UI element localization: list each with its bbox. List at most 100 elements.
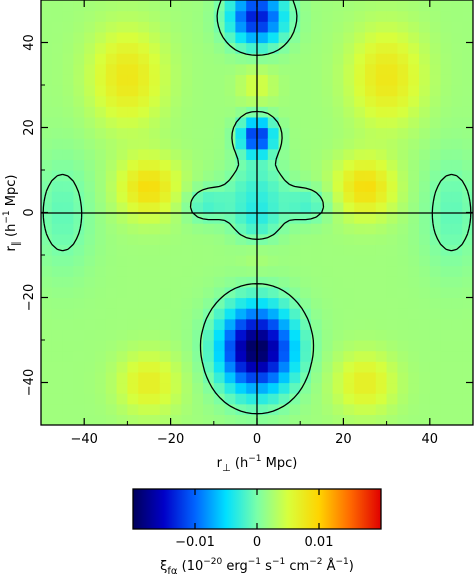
heatmap-cell (149, 74, 161, 86)
heatmap-cell (408, 233, 420, 245)
heatmap-cell (462, 106, 473, 118)
heatmap-cell (73, 255, 85, 267)
heatmap-cell (170, 201, 182, 214)
heatmap-cell (62, 74, 74, 86)
heatmap-cell (321, 329, 334, 341)
heatmap-cell (332, 361, 344, 373)
heatmap-cell (321, 0, 334, 12)
heatmap-cell (386, 329, 398, 341)
y-tick-label: 0 (22, 208, 37, 216)
heatmap-cell (116, 74, 128, 86)
heatmap-cell (408, 297, 420, 309)
heatmap-cell (375, 276, 388, 288)
heatmap-cell (41, 297, 53, 309)
heatmap-cell (451, 10, 463, 22)
heatmap-cell (354, 212, 366, 224)
heatmap-cell (429, 340, 442, 352)
heatmap-cell (257, 255, 269, 267)
heatmap-cell (138, 191, 150, 203)
heatmap-cell (451, 180, 463, 192)
heatmap-cell (267, 74, 280, 86)
colorbar-label-unit-sup: −1 (248, 557, 261, 567)
heatmap-cell (105, 350, 118, 362)
heatmap-cell (84, 74, 96, 86)
heatmap-cell (462, 10, 473, 22)
heatmap-cell (170, 138, 182, 150)
heatmap-cell (419, 180, 431, 192)
heatmap-cell (116, 403, 128, 415)
heatmap-cell (375, 233, 388, 245)
heatmap-cell (62, 127, 74, 139)
heatmap-cell (365, 21, 377, 33)
heatmap-cell (289, 361, 301, 373)
heatmap-cell (300, 371, 312, 384)
heatmap-cell (419, 191, 431, 203)
heatmap-cell (246, 297, 258, 309)
heatmap-cell (321, 244, 334, 256)
heatmap-cell (354, 138, 366, 150)
heatmap-cell (105, 21, 118, 33)
heatmap-cell (235, 371, 247, 384)
heatmap-cell (235, 180, 247, 192)
heatmap-cell (267, 361, 280, 373)
heatmap-cell (84, 286, 96, 299)
heatmap-cell (429, 10, 442, 22)
heatmap-cell (246, 63, 258, 75)
heatmap-cell (332, 329, 344, 341)
heatmap-cell (462, 393, 473, 405)
heatmap-cell (343, 148, 355, 160)
heatmap-cell (300, 308, 312, 320)
heatmap-cell (278, 42, 290, 54)
heatmap-cell (440, 393, 452, 405)
heatmap-cell (311, 191, 323, 203)
colorbar-label-unit: erg (222, 559, 248, 574)
heatmap-cell (267, 53, 280, 65)
heatmap-cell (408, 371, 420, 384)
heatmap-cell (311, 116, 323, 129)
heatmap-cell (149, 403, 161, 415)
heatmap-cell (51, 116, 64, 129)
heatmap-cell (235, 403, 247, 415)
heatmap-cell (181, 42, 193, 54)
heatmap-cell (408, 53, 420, 65)
heatmap-cell (257, 244, 269, 256)
heatmap-cell (397, 180, 409, 192)
heatmap-cell (62, 308, 74, 320)
heatmap-cell (116, 106, 128, 118)
heatmap-cell (149, 10, 161, 22)
heatmap-cell (354, 127, 366, 139)
heatmap-cell (321, 95, 334, 107)
heatmap-cell (278, 329, 290, 341)
heatmap-cell (159, 255, 172, 267)
heatmap-cell (170, 10, 182, 22)
heatmap-cell (419, 159, 431, 171)
heatmap-cell (159, 85, 172, 97)
heatmap-cell (267, 371, 280, 384)
heatmap-cell (289, 297, 301, 309)
heatmap-cell (321, 10, 334, 22)
heatmap-cell (462, 127, 473, 139)
heatmap-cell (73, 382, 85, 394)
heatmap-cell (203, 286, 215, 299)
x-axis-ticks: −40 −20 0 20 40 (40, 0, 474, 447)
heatmap-cell (62, 31, 74, 44)
heatmap-cell (246, 244, 258, 256)
heatmap-cell (224, 276, 236, 288)
heatmap-cell (224, 393, 236, 405)
heatmap-cell (41, 201, 53, 214)
heatmap-cell (127, 85, 139, 97)
heatmap-cell (375, 265, 388, 277)
heatmap-cell (419, 361, 431, 373)
heatmap-cell (73, 212, 85, 224)
heatmap-cell (375, 255, 388, 267)
heatmap-cell (311, 329, 323, 341)
heatmap-cell (397, 371, 409, 384)
heatmap-cell (343, 308, 355, 320)
heatmap-cell (419, 276, 431, 288)
heatmap-cell (235, 42, 247, 54)
heatmap-cell (354, 116, 366, 129)
heatmap-cell (375, 85, 388, 97)
heatmap-cell (300, 276, 312, 288)
heatmap-cell (213, 191, 226, 203)
heatmap-cell (397, 191, 409, 203)
